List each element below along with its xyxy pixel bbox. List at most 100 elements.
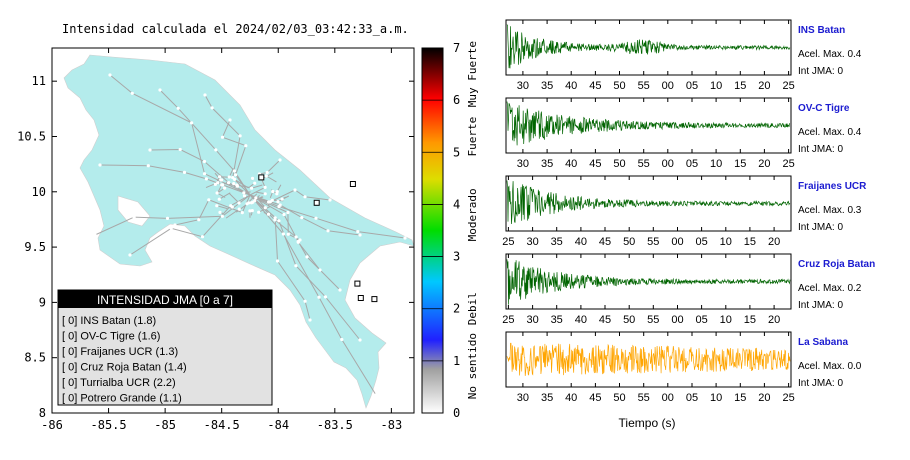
road — [258, 206, 271, 213]
town-marker — [264, 174, 268, 178]
station-markers — [258, 174, 378, 303]
station-max-accel: Acel. Max. 0.2 — [798, 283, 862, 294]
time-tick-label: 00 — [671, 236, 683, 248]
time-tick-label: 55 — [647, 314, 659, 326]
station-name: OV-C Tigre — [798, 103, 850, 114]
time-tick-label: 55 — [638, 80, 650, 92]
town-marker — [356, 230, 360, 234]
time-tick-label: 00 — [662, 80, 674, 92]
waveform-panel: 25 30 35 40 45 50 55 00 05 10 15 20 Cruz Roja Batan A… — [502, 253, 875, 326]
nicoya-gulf-water — [117, 195, 151, 227]
station-name: Fraijanes UCR — [798, 181, 867, 192]
town-marker — [210, 106, 214, 110]
town-marker — [240, 211, 244, 215]
road — [219, 192, 231, 200]
time-tick-label: 05 — [686, 158, 698, 170]
town-marker — [202, 159, 207, 164]
legend-item: [ 0] Cruz Roja Batan (1.4) — [62, 362, 187, 374]
town-marker — [220, 183, 224, 187]
town-marker — [278, 158, 282, 162]
waveform-trace — [506, 101, 791, 146]
town-marker — [403, 236, 407, 240]
station-name: Cruz Roja Batan — [798, 259, 875, 270]
time-tick-label: 40 — [565, 80, 577, 92]
waveform-trace — [506, 180, 791, 225]
legend-item: [ 0] INS Batan (1.8) — [62, 315, 156, 327]
town-marker — [128, 253, 132, 257]
time-tick-label: 35 — [551, 236, 563, 248]
town-marker — [280, 197, 284, 201]
time-tick-label: 35 — [551, 314, 563, 326]
time-tick-label: 30 — [526, 314, 538, 326]
time-tick-label: 25 — [502, 236, 514, 248]
time-tick-label: 10 — [710, 392, 722, 404]
town-marker — [293, 188, 297, 192]
road — [225, 208, 240, 219]
station-name: La Sabana — [798, 337, 848, 348]
town-marker — [277, 219, 281, 223]
time-tick-label: 45 — [589, 392, 601, 404]
station-jma-intensity: Int JMA: 0 — [798, 222, 843, 233]
town-marker — [326, 229, 330, 233]
town-marker — [232, 169, 236, 173]
town-marker — [215, 191, 219, 195]
waveform-trace — [506, 342, 791, 376]
town-marker — [220, 135, 225, 139]
time-tick-label: 20 — [768, 236, 780, 248]
colorbar-tick-label: 6 — [453, 93, 460, 107]
waveform-xlabel: Tiempo (s) — [619, 416, 676, 430]
town-marker — [263, 185, 267, 189]
colorbar-tick-label: 7 — [453, 41, 460, 55]
town-marker — [204, 177, 208, 181]
town-marker — [253, 181, 257, 185]
town-marker — [173, 223, 177, 227]
station-max-accel: Acel. Max. 0.4 — [798, 127, 862, 138]
intensity-legend: INTENSIDAD JMA [0 a 7] [ 0] INS Batan (1… — [57, 289, 273, 406]
time-tick-label: 05 — [695, 314, 707, 326]
town-marker — [234, 173, 238, 177]
town-marker — [275, 259, 280, 263]
town-marker — [275, 190, 279, 194]
town-marker — [98, 163, 102, 167]
town-marker — [250, 176, 255, 180]
map-xtick-label: -86 — [41, 418, 63, 432]
town-marker — [169, 226, 173, 230]
town-marker — [263, 192, 267, 196]
town-marker — [207, 198, 211, 202]
town-marker — [230, 205, 234, 209]
map-xtick-label: -84 — [267, 418, 289, 432]
town-marker — [358, 233, 362, 237]
town-marker — [238, 134, 242, 138]
time-tick-label: 25 — [782, 392, 794, 404]
map-ytick-label: 9.5 — [24, 240, 46, 254]
time-tick-label: 20 — [758, 80, 770, 92]
time-tick-label: 05 — [686, 392, 698, 404]
colorbar-class-label: Muy Fuerte — [466, 41, 479, 107]
time-tick-label: 50 — [613, 158, 625, 170]
time-tick-label: 10 — [710, 158, 722, 170]
town-marker — [250, 186, 254, 190]
time-tick-label: 30 — [517, 158, 529, 170]
town-marker — [271, 189, 275, 194]
time-tick-label: 10 — [720, 314, 732, 326]
time-tick-label: 25 — [782, 80, 794, 92]
town-marker — [213, 182, 217, 186]
town-marker — [197, 218, 201, 222]
town-marker — [223, 186, 227, 190]
town-marker — [215, 204, 219, 208]
town-marker — [216, 181, 220, 185]
legend-title: INTENSIDAD JMA [0 a 7] — [97, 293, 233, 307]
town-marker — [203, 93, 207, 97]
colorbar-tick-label: 2 — [453, 302, 460, 316]
waveform-panel: 30 35 40 45 50 55 00 05 10 15 20 25 OV-C Tigre Acel. … — [505, 97, 862, 170]
legend-item: [ 0] Potrero Grande (1.1) — [62, 393, 182, 405]
intensity-colorbar: 0 1 2 3 4 5 6 7 No sentido Debil Moderado Fuerte Mu… — [421, 41, 479, 420]
town-marker — [176, 106, 180, 110]
station-jma-intensity: Int JMA: 0 — [798, 144, 843, 155]
town-marker — [318, 268, 322, 272]
station-marker — [313, 199, 320, 206]
map-ytick-label: 10 — [32, 185, 46, 199]
time-tick-label: 15 — [744, 236, 756, 248]
legend-item: [ 0] OV-C Tigre (1.6) — [62, 331, 160, 343]
colorbar-class-label: Moderado — [466, 188, 479, 241]
